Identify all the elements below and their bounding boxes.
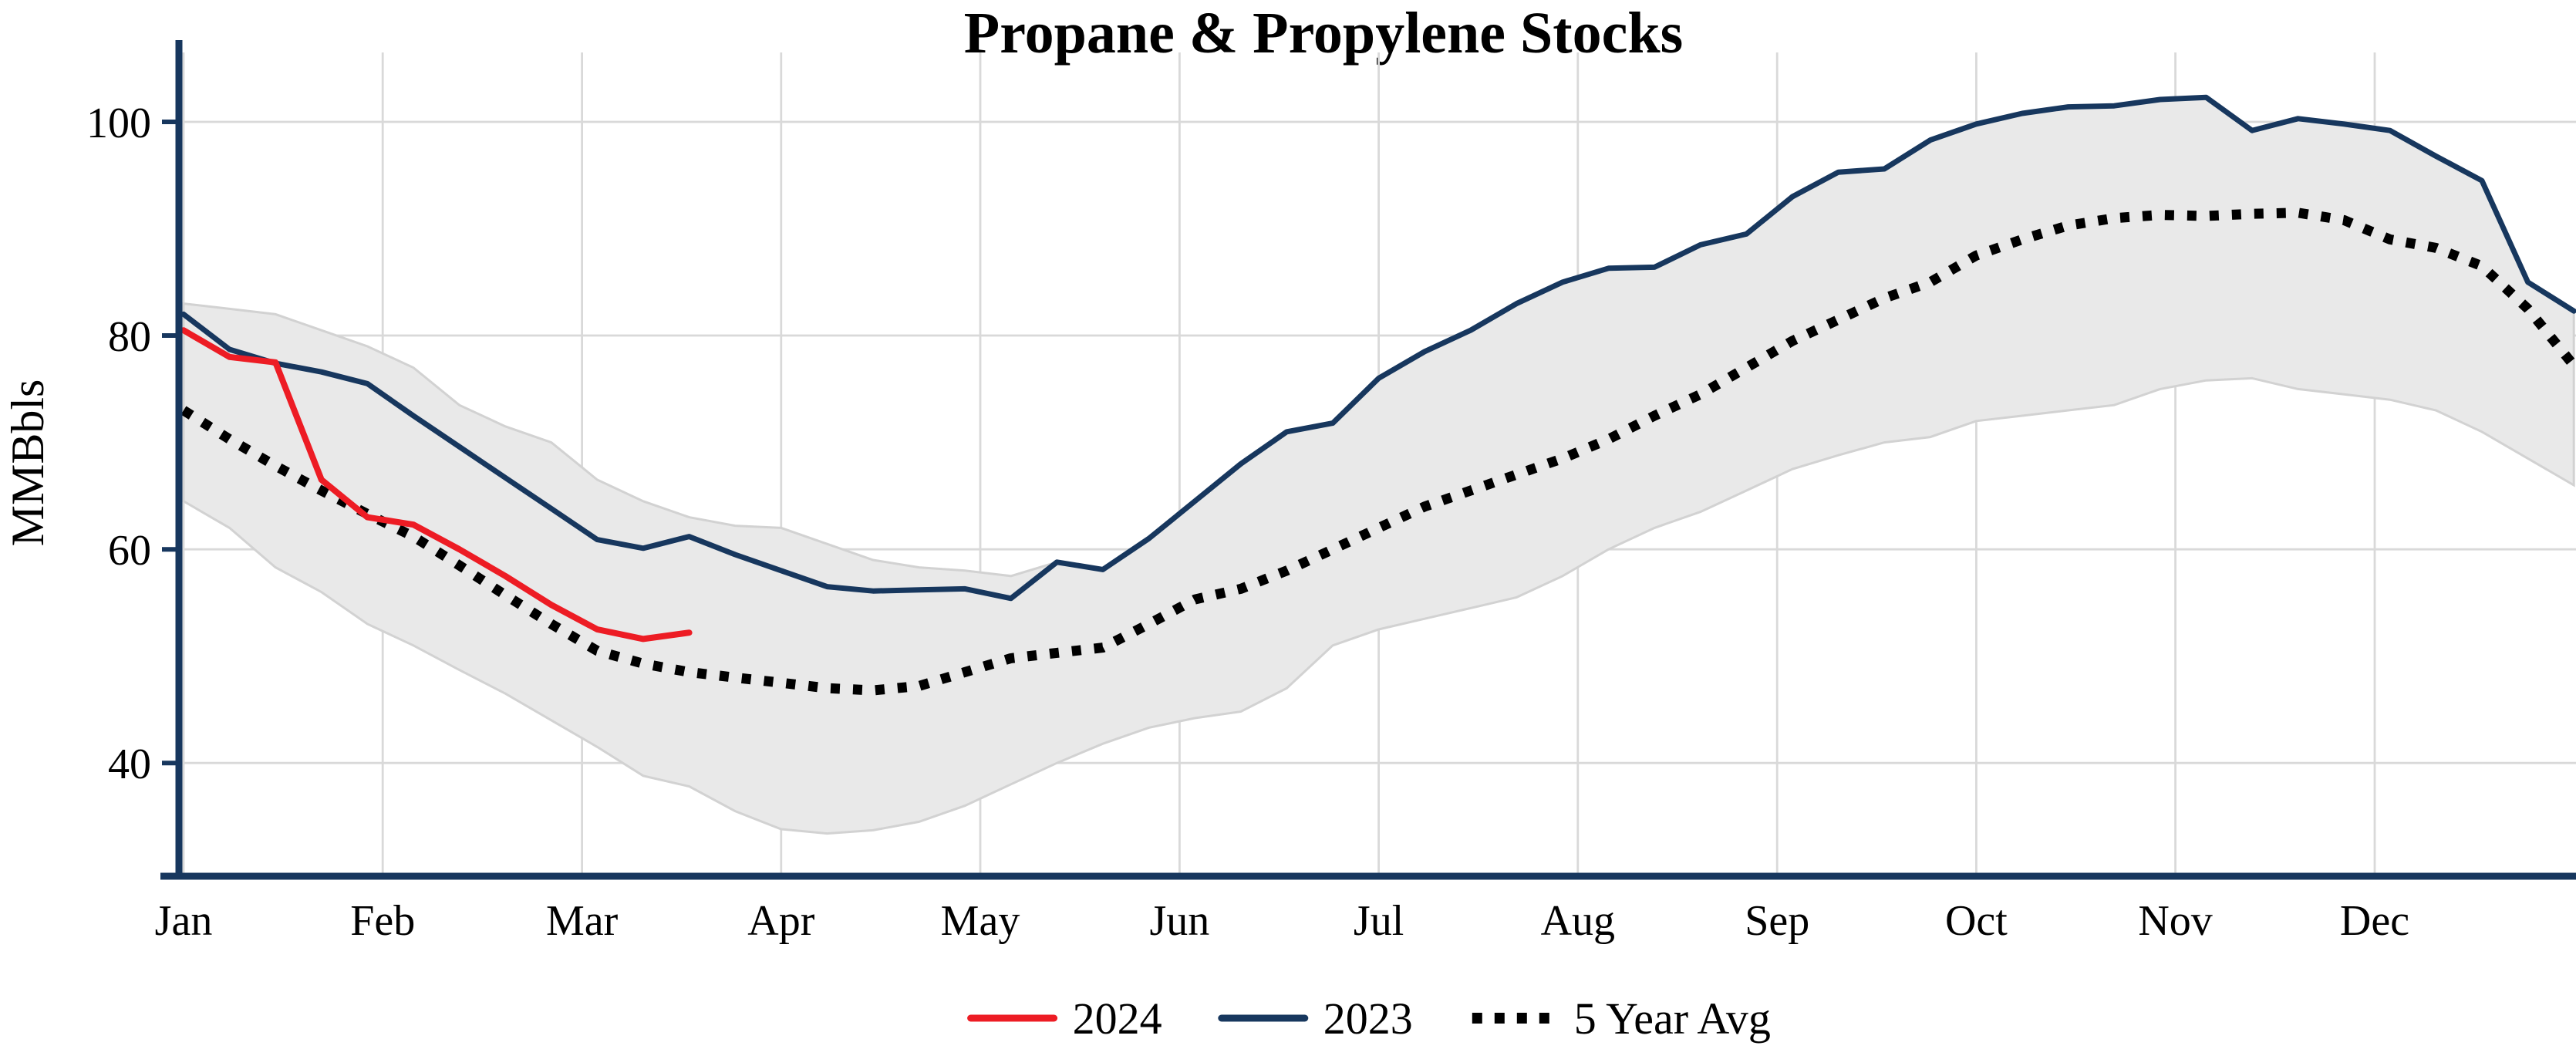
- x-tick-label-aug: Aug: [1541, 897, 1615, 945]
- x-tick-label-dec: Dec: [2340, 897, 2409, 945]
- legend-label-2024: 2024: [1073, 993, 1162, 1044]
- legend: 2024 2023 5 Year Avg: [967, 993, 1771, 1044]
- y-tick-label-100: 100: [86, 100, 151, 147]
- legend-item-2023: 2023: [1218, 993, 1413, 1044]
- x-tick-label-oct: Oct: [1945, 897, 2008, 945]
- legend-label-2023: 2023: [1323, 993, 1413, 1044]
- x-tick-label-mar: Mar: [546, 897, 619, 945]
- chart-title: Propane & Propylene Stocks: [964, 1, 1683, 66]
- axis-labels: 40 60 80 100 Jan Feb Mar Apr May Jun Jul Aug Sep Oct N…: [86, 100, 2409, 945]
- legend-label-5-year-avg: 5 Year Avg: [1574, 993, 1771, 1044]
- x-tick-label-sep: Sep: [1745, 897, 1809, 945]
- x-tick-label-jan: Jan: [155, 897, 213, 945]
- x-tick-label-may: May: [941, 897, 1020, 945]
- legend-item-2024: 2024: [967, 993, 1162, 1044]
- x-tick-label-feb: Feb: [350, 897, 415, 945]
- y-tick-label-80: 80: [108, 313, 151, 361]
- series-2023-line: [180, 94, 2576, 602]
- band-area: [182, 96, 2575, 835]
- five-year-range-band: [182, 96, 2575, 835]
- x-tick-label-apr: Apr: [747, 897, 814, 945]
- series-lines: [180, 94, 2576, 696]
- x-tick-label-jul: Jul: [1354, 897, 1404, 945]
- axes: [160, 40, 2576, 880]
- x-tick-label-jun: Jun: [1150, 897, 1210, 945]
- x-tick-label-nov: Nov: [2138, 897, 2212, 945]
- y-axis-label: MMBbls: [2, 379, 53, 547]
- y-tick-label-40: 40: [108, 740, 151, 788]
- series-2024-line: [180, 327, 693, 643]
- y-tick-label-60: 60: [108, 527, 151, 575]
- legend-item-5-year-avg: 5 Year Avg: [1472, 993, 1771, 1044]
